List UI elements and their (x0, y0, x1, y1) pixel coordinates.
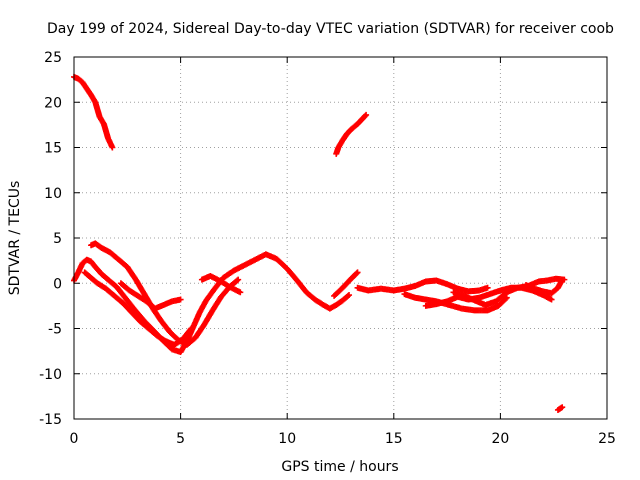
x-axis-label: GPS time / hours (281, 459, 398, 475)
series-s9 (354, 277, 491, 295)
data-point (502, 295, 509, 302)
series-s14 (554, 404, 566, 413)
data-point (235, 276, 242, 283)
data-point (353, 270, 360, 277)
series-s5 (81, 269, 195, 348)
data-point (109, 144, 116, 151)
series-s2 (333, 111, 370, 157)
y-tick-label: -5 (48, 322, 62, 338)
data-point (346, 292, 353, 299)
y-tick-label: -10 (39, 367, 62, 383)
data-point (559, 404, 566, 411)
data-point (187, 326, 194, 333)
chart-title: Day 199 of 2024, Sidereal Day-to-day VTE… (47, 21, 614, 37)
data-point (354, 269, 361, 276)
y-tick-label: 10 (44, 186, 62, 202)
data-point (177, 296, 184, 303)
series-s13 (522, 276, 566, 297)
x-tick-label: 20 (491, 431, 509, 447)
x-tick-label: 5 (176, 431, 185, 447)
data-point (548, 296, 555, 303)
axis-ticks: 0 5 10 15 20 25 -15 -10 -5 0 5 10 15 20 25 (39, 50, 616, 447)
y-tick-label: -15 (39, 412, 62, 428)
data-point (363, 111, 370, 118)
x-tick-label: 10 (278, 431, 296, 447)
data-point (484, 284, 491, 291)
y-tick-label: 20 (44, 95, 62, 111)
data-series (71, 73, 568, 413)
x-tick-label: 15 (385, 431, 403, 447)
grid-lines (74, 57, 607, 419)
data-point (503, 294, 510, 301)
x-tick-label: 0 (70, 431, 79, 447)
series-s1 (71, 73, 116, 151)
data-point (344, 292, 351, 299)
series-s12 (450, 275, 568, 308)
y-tick-label: 0 (53, 276, 62, 292)
series-s8 (331, 269, 361, 299)
data-point (362, 112, 369, 119)
y-tick-label: 15 (44, 141, 62, 157)
y-tick-label: 25 (44, 50, 62, 66)
data-point (559, 276, 566, 283)
data-point (237, 289, 244, 296)
x-tick-label: 25 (598, 431, 616, 447)
data-point (188, 325, 195, 332)
y-axis-label: SDTVAR / TECUs (7, 181, 23, 296)
data-point (234, 277, 241, 284)
y-tick-label: 5 (53, 231, 62, 247)
series-s6 (117, 280, 184, 312)
series-s7 (198, 273, 244, 296)
